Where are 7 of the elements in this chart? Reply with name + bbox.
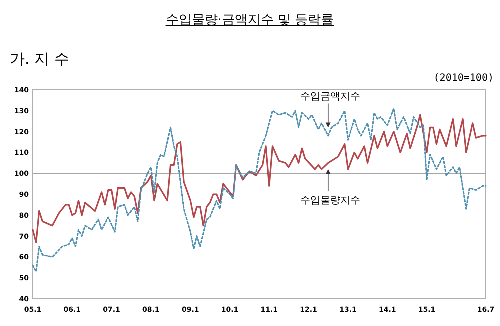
line-series (32, 114, 487, 244)
chart-subtitle: 가. 지 수 (10, 50, 70, 68)
chart-title: 수입물량·금액지수 및 등락률 (166, 13, 334, 28)
line-series (32, 108, 487, 273)
annotation: 수입금액지수 (300, 92, 360, 103)
text: (2010=100) (434, 73, 494, 84)
annotation: 수입물량지수 (300, 195, 360, 206)
